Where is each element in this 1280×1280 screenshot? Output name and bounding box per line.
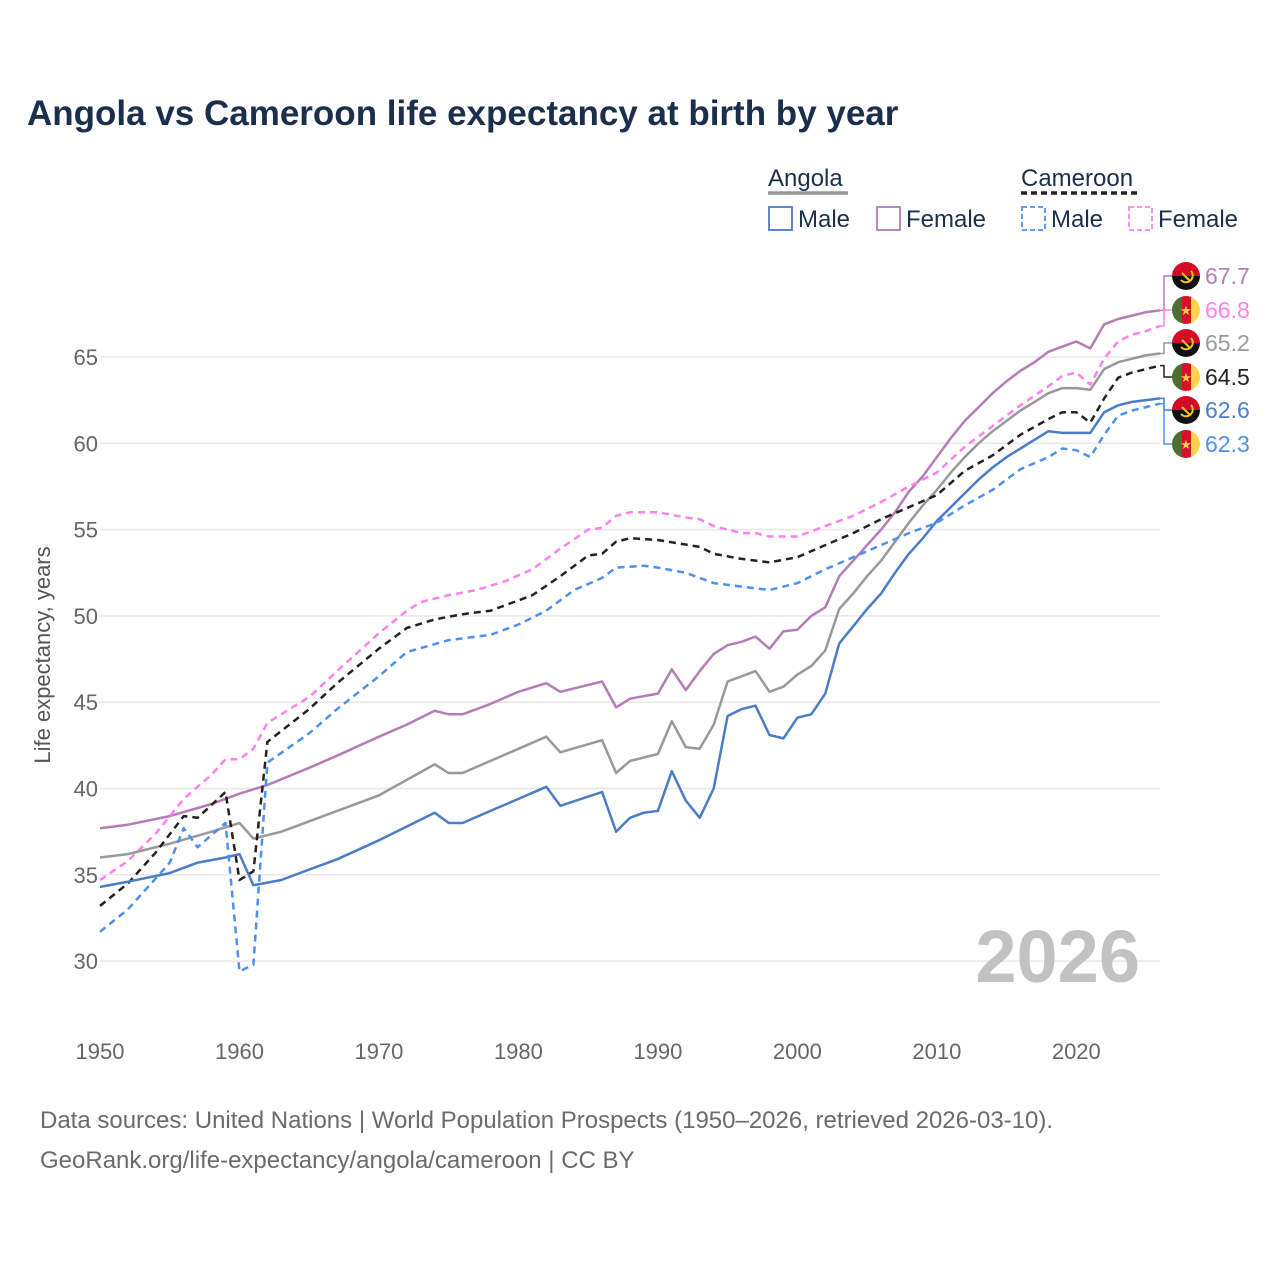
legend-swatch-female <box>1128 206 1153 231</box>
x-tick-label: 1970 <box>354 1039 403 1064</box>
series-line-angola-male <box>99 397 1161 889</box>
legend-item-label: Male <box>798 206 850 233</box>
x-tick-label: 1960 <box>215 1039 264 1064</box>
end-labels: 67.7 ★ 66.8 65.2 ★ 64.5 62.6 ★ 62.3 <box>1160 262 1250 458</box>
angola-flag-icon <box>1172 262 1200 290</box>
series-line-cameroon-female <box>99 324 1161 882</box>
x-tick-label: 1980 <box>494 1039 543 1064</box>
x-tick-label: 2020 <box>1052 1039 1101 1064</box>
footer-sources: Data sources: United Nations | World Pop… <box>40 1107 1054 1134</box>
legend-swatch-male <box>1021 206 1046 231</box>
legend-group-cameroon: Cameroon <box>1021 165 1133 192</box>
gridlines <box>100 356 1160 962</box>
x-tick-label: 1990 <box>633 1039 682 1064</box>
legend-swatch-female <box>876 206 901 231</box>
end-label-connector <box>1160 364 1172 378</box>
legend: Angola Male Female Cameroon Male Female <box>768 165 1238 233</box>
series-line-cameroon <box>99 364 1161 907</box>
y-tick-label: 55 <box>74 518 98 543</box>
end-label-connector <box>1160 402 1172 445</box>
legend-item-label: Female <box>906 206 986 233</box>
series-line-cameroon-male <box>99 402 1161 973</box>
cameroon-flag-icon: ★ <box>1172 430 1200 458</box>
y-axis-ticks: 30 35 40 45 50 55 60 65 <box>74 345 98 974</box>
angola-flag-icon <box>1172 329 1200 357</box>
chart-title: Angola vs Cameroon life expectancy at bi… <box>27 94 899 133</box>
end-value-label: 64.5 <box>1205 364 1250 390</box>
legend-group-angola: Angola <box>768 165 843 192</box>
y-tick-label: 65 <box>74 345 98 370</box>
legend-swatch-male <box>768 206 793 231</box>
x-tick-label: 1950 <box>76 1039 125 1064</box>
end-value-label: 62.6 <box>1205 397 1250 423</box>
end-value-label: 66.8 <box>1205 297 1250 323</box>
end-value-label: 65.2 <box>1205 330 1250 356</box>
legend-item-label: Female <box>1158 206 1238 233</box>
svg-text:★: ★ <box>1180 303 1192 318</box>
footer-attribution: GeoRank.org/life-expectancy/angola/camer… <box>40 1147 635 1174</box>
end-label-connector <box>1160 309 1172 327</box>
y-tick-label: 30 <box>74 949 98 974</box>
svg-text:★: ★ <box>1180 437 1192 452</box>
legend-item-label: Male <box>1051 206 1103 233</box>
y-tick-label: 50 <box>74 604 98 629</box>
y-tick-label: 45 <box>74 690 98 715</box>
cameroon-flag-icon: ★ <box>1172 363 1200 391</box>
y-tick-label: 35 <box>74 863 98 888</box>
y-axis-label: Life expectancy, years <box>30 546 55 763</box>
x-tick-label: 2010 <box>912 1039 961 1064</box>
end-value-label: 67.7 <box>1205 263 1250 289</box>
end-label-connector <box>1160 275 1172 312</box>
end-label-connector <box>1160 342 1172 355</box>
x-tick-label: 2000 <box>773 1039 822 1064</box>
series-lines <box>99 309 1161 973</box>
cameroon-flag-icon: ★ <box>1172 296 1200 324</box>
series-line-angola <box>99 352 1161 859</box>
end-value-label: 62.3 <box>1205 431 1250 457</box>
svg-text:★: ★ <box>1180 370 1192 385</box>
angola-flag-icon <box>1172 396 1200 424</box>
x-axis-ticks: 1950 1960 1970 1980 1990 2000 2010 2020 <box>76 1039 1101 1064</box>
year-watermark: 2026 <box>975 915 1140 998</box>
series-line-angola-female <box>99 309 1161 830</box>
y-tick-label: 60 <box>74 431 98 456</box>
y-tick-label: 40 <box>74 777 98 802</box>
